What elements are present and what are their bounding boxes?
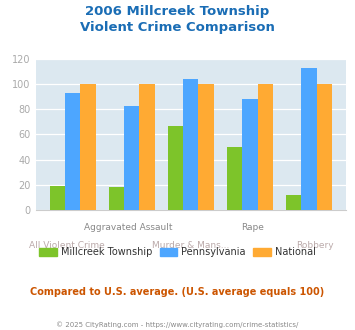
Bar <box>168 126 183 210</box>
Bar <box>198 84 214 210</box>
Text: Aggravated Assault: Aggravated Assault <box>84 223 173 232</box>
Bar <box>124 106 140 210</box>
Bar <box>80 84 96 210</box>
Bar <box>109 187 124 210</box>
Text: © 2025 CityRating.com - https://www.cityrating.com/crime-statistics/: © 2025 CityRating.com - https://www.city… <box>56 322 299 328</box>
Bar <box>140 84 155 210</box>
Text: Murder & Mans...: Murder & Mans... <box>152 241 229 250</box>
Text: Rape: Rape <box>241 223 264 232</box>
Bar <box>242 99 258 210</box>
Legend: Millcreek Township, Pennsylvania, National: Millcreek Township, Pennsylvania, Nation… <box>36 243 320 261</box>
Bar <box>65 93 80 210</box>
Text: All Violent Crime: All Violent Crime <box>29 241 104 250</box>
Bar <box>50 186 65 210</box>
Bar <box>301 68 317 210</box>
Text: Compared to U.S. average. (U.S. average equals 100): Compared to U.S. average. (U.S. average … <box>31 287 324 297</box>
Bar <box>258 84 273 210</box>
Bar <box>317 84 332 210</box>
Text: Robbery: Robbery <box>296 241 334 250</box>
Bar <box>286 194 301 210</box>
Bar <box>227 147 242 210</box>
Text: 2006 Millcreek Township
Violent Crime Comparison: 2006 Millcreek Township Violent Crime Co… <box>80 5 275 34</box>
Bar <box>183 80 198 210</box>
